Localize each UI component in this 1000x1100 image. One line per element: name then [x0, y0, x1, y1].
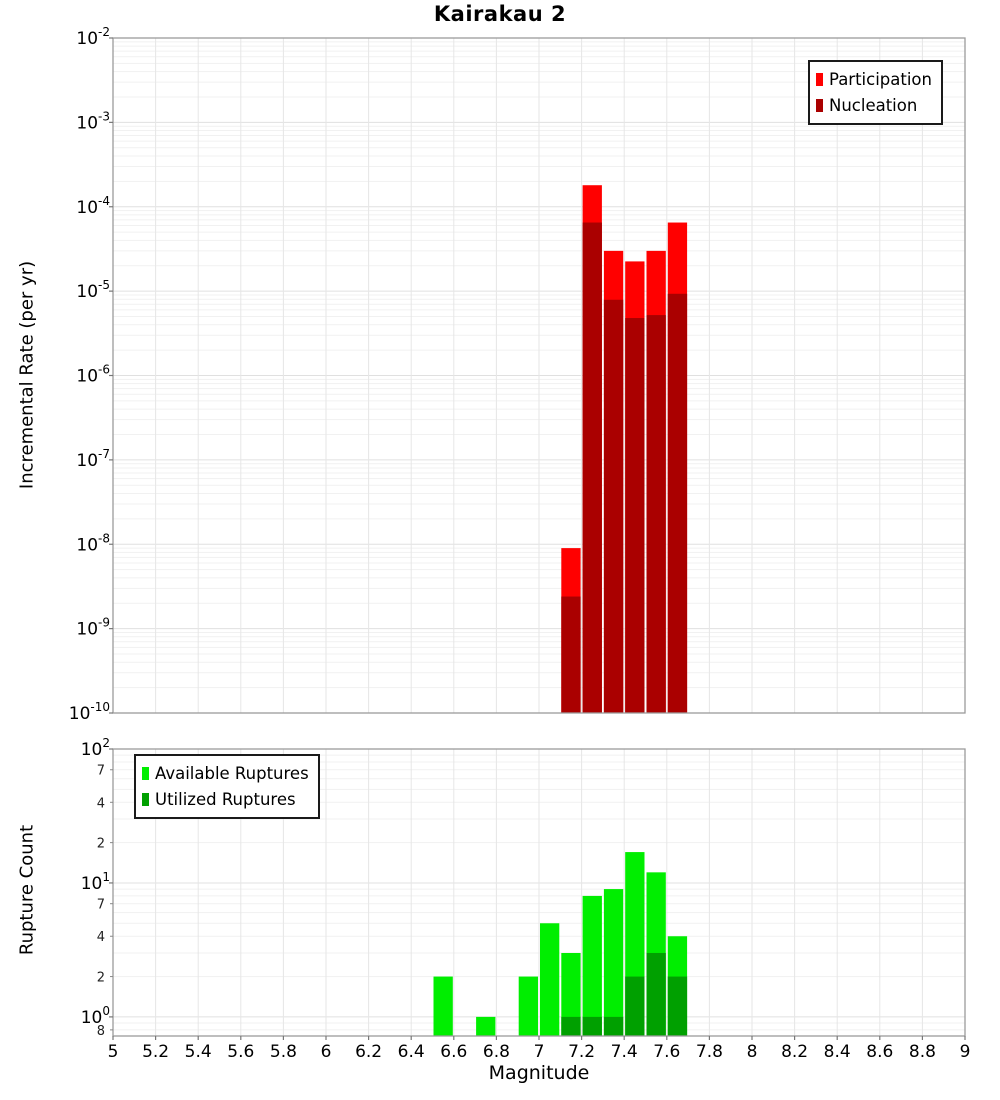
y-minor-tick-label: 7 — [97, 764, 105, 779]
bar-series2-7.35 — [603, 1016, 624, 1036]
vertical-gridlines — [112, 38, 966, 713]
count-legend: Available Ruptures Utilized Ruptures — [134, 754, 320, 819]
bar-series1-7.35 — [603, 889, 624, 1036]
y-tick-label: 10-6 — [76, 363, 110, 387]
bar-series1-7.25 — [582, 895, 602, 1036]
x-tick-label: 5.2 — [142, 1042, 169, 1062]
count-axis-label: Rupture Count — [16, 824, 38, 956]
x-tick-label: 6.6 — [440, 1042, 467, 1062]
bar-series2-7.45 — [625, 318, 645, 713]
legend-label: Available Ruptures — [155, 763, 309, 783]
y-tick-label: 10-10 — [69, 700, 110, 724]
x-tick-label: 6 — [321, 1042, 332, 1062]
y-tick-label: 10-9 — [76, 616, 110, 640]
x-tick-label: 8.2 — [781, 1042, 808, 1062]
y-minor-tick-label: 7 — [97, 898, 105, 913]
incremental-rate-chart: 10-2 10-3 10-4 10-5 10-6 10-7 10-8 10-9 10-10 — [69, 25, 966, 724]
y-minor-tick-label: 4 — [97, 930, 105, 945]
y-tick-label: 10-2 — [76, 25, 110, 49]
x-tick-label: 8 — [747, 1042, 758, 1062]
bar-series1-6.55 — [433, 976, 453, 1036]
x-tick-label: 6.4 — [398, 1042, 425, 1062]
y-tick-label: 10-8 — [76, 531, 110, 555]
y-tick-label: 10-3 — [76, 109, 110, 133]
x-tick-label: 5.8 — [270, 1042, 297, 1062]
y-tick-label: 101 — [81, 870, 110, 894]
nucleation-swatch-icon — [815, 98, 823, 112]
bar-series2-7.65 — [667, 976, 688, 1036]
bar-series1-7.05 — [540, 923, 560, 1036]
legend-label: Utilized Ruptures — [155, 789, 296, 809]
y-axis-labels: 102 101 100 7 4 2 7 4 2 8 — [81, 736, 113, 1039]
bar-series2-7.15 — [561, 1016, 581, 1036]
legend-item-utilized: Utilized Ruptures — [142, 786, 309, 812]
legend-item-nucleation: Nucleation — [815, 92, 932, 118]
x-tick-label: 5.6 — [227, 1042, 254, 1062]
rate-legend: Participation Nucleation — [807, 60, 943, 125]
x-tick-label: 6.8 — [483, 1042, 510, 1062]
x-tick-label: 9 — [960, 1042, 971, 1062]
x-tick-label: 5 — [108, 1042, 119, 1062]
rate-axis-label: Incremental Rate (per yr) — [16, 260, 38, 490]
legend-item-available: Available Ruptures — [142, 760, 309, 786]
y-minor-tick-label: 2 — [97, 971, 105, 986]
nucleation-bars — [561, 222, 688, 713]
bar-series2-7.35 — [603, 299, 624, 713]
x-tick-label: 7.6 — [653, 1042, 680, 1062]
bar-series2-7.55 — [646, 315, 666, 713]
x-tick-label: 8.8 — [909, 1042, 936, 1062]
x-axis-labels: 5 5.2 5.4 5.6 5.8 6 6.2 6.4 6.6 6.8 7 7.2 7.4 7.6 7.8 8… — [108, 1036, 971, 1062]
y-tick-label: 10-5 — [76, 278, 110, 302]
x-tick-label: 5.4 — [185, 1042, 212, 1062]
bar-series2-7.25 — [582, 1016, 602, 1036]
magnitude-axis-label: Magnitude — [488, 1062, 590, 1084]
x-tick-label: 6.2 — [355, 1042, 382, 1062]
bar-series1-6.95 — [518, 976, 538, 1036]
y-tick-label: 10-4 — [76, 194, 110, 218]
utilized-swatch-icon — [142, 792, 149, 806]
bar-series2-7.15 — [561, 596, 581, 713]
y-minor-tick-label: 4 — [97, 796, 105, 811]
legend-item-participation: Participation — [815, 66, 932, 92]
legend-label: Nucleation — [828, 95, 918, 115]
bar-series1-7.15 — [561, 952, 581, 1036]
x-tick-label: 8.4 — [824, 1042, 851, 1062]
bar-series2-7.25 — [582, 222, 602, 713]
bar-series2-7.55 — [646, 952, 666, 1036]
available-swatch-icon — [142, 766, 149, 780]
bar-series2-7.45 — [625, 976, 645, 1036]
y-minor-tick-label: 2 — [97, 837, 105, 852]
y-tick-label: 102 — [81, 736, 110, 760]
y-tick-label: 10-7 — [76, 447, 110, 471]
utilized-ruptures-bars — [561, 952, 688, 1036]
x-tick-label: 7.4 — [611, 1042, 638, 1062]
legend-label: Participation — [828, 69, 932, 89]
chart-title: Kairakau 2 — [433, 2, 567, 26]
y-minor-tick-label: 8 — [97, 1024, 105, 1039]
x-tick-label: 7 — [534, 1042, 545, 1062]
x-tick-label: 7.8 — [696, 1042, 723, 1062]
x-tick-label: 8.6 — [866, 1042, 893, 1062]
x-tick-label: 7.2 — [568, 1042, 595, 1062]
bar-series1-6.75 — [476, 1016, 496, 1036]
y-tick-label: 100 — [81, 1004, 110, 1028]
participation-swatch-icon — [815, 72, 823, 86]
bar-series2-7.65 — [667, 293, 688, 713]
y-axis-labels: 10-2 10-3 10-4 10-5 10-6 10-7 10-8 10-9 10-10 — [69, 25, 113, 724]
